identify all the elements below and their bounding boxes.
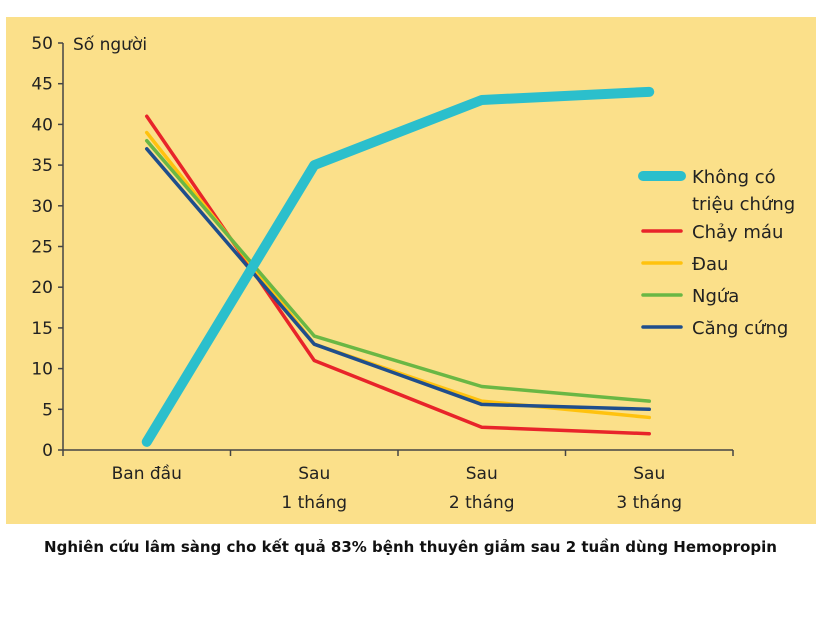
y-tick-label: 30	[31, 197, 53, 217]
legend-label-2: Đau	[692, 254, 728, 275]
legend-label-0: triệu chứng	[692, 194, 795, 215]
legend-label-1: Chảy máu	[692, 222, 783, 243]
x-tick-label: 3 tháng	[616, 493, 682, 513]
y-tick-label: 45	[31, 75, 53, 95]
y-tick-label: 25	[31, 238, 53, 258]
legend-label-0: Không có	[692, 167, 776, 188]
y-tick-label: 20	[31, 278, 53, 298]
y-tick-label: 35	[31, 156, 53, 176]
chart-caption: Nghiên cứu lâm sàng cho kết quả 83% bệnh…	[44, 538, 777, 556]
y-tick-label: 40	[31, 115, 53, 135]
line-chart: 0 5 10 15 20 25 30 35 40 45 50 Số người Ban đầu Sau 1 …	[31, 34, 795, 513]
y-tick-label: 0	[42, 441, 53, 461]
x-tick-label: Sau	[633, 464, 665, 484]
y-tick-label: 15	[31, 319, 53, 339]
x-tick-label: Ban đầu	[112, 463, 182, 484]
series-line-1	[145, 114, 651, 436]
legend-label-4: Căng cứng	[692, 318, 788, 339]
y-axis-label: Số người	[73, 34, 147, 55]
chart-panel: 0 5 10 15 20 25 30 35 40 45 50 Số người Ban đầu Sau 1 …	[6, 17, 816, 524]
x-tick-label: 1 tháng	[281, 493, 347, 513]
x-tick-label: Sau	[298, 464, 330, 484]
series-line-0	[141, 86, 655, 447]
x-tick-label: 2 tháng	[449, 493, 515, 513]
series-line-4	[145, 147, 651, 412]
series-line-3	[145, 138, 651, 403]
x-tick-label: Sau	[466, 464, 498, 484]
y-tick-label: 5	[42, 400, 53, 420]
y-tick-label: 10	[31, 360, 53, 380]
y-tick-label: 50	[31, 34, 53, 54]
legend-label-3: Ngứa	[692, 286, 739, 307]
